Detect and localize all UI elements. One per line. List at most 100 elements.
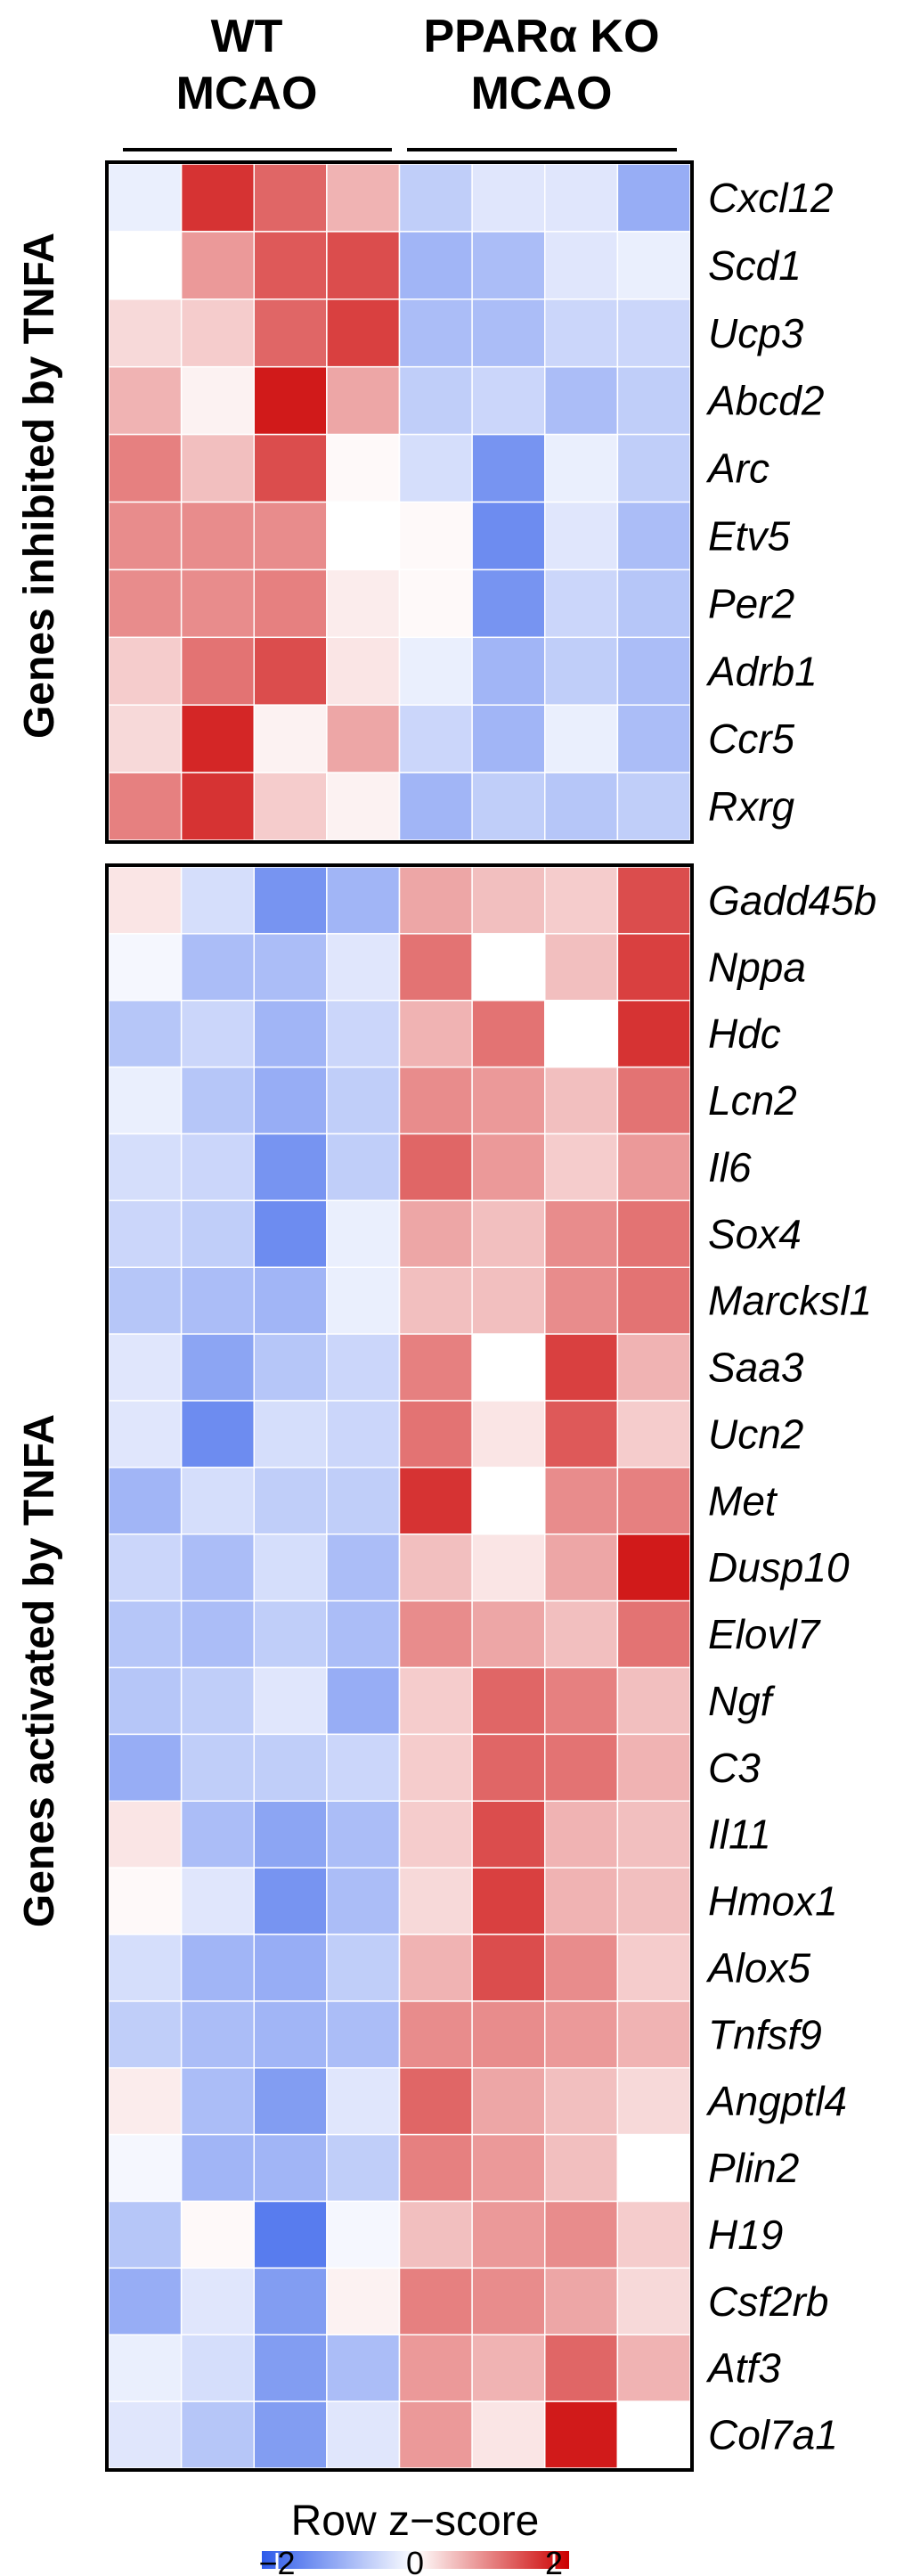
- heatmap-cell-Saa3-2: [180, 1333, 256, 1402]
- heatmap-cell-Arc-2: [180, 433, 256, 503]
- heatmap-cell-Ucp3-3: [253, 298, 328, 368]
- row-label-Ucp3: Ucp3: [708, 310, 804, 356]
- heatmap-cell-Arc-8: [616, 433, 691, 503]
- heatmap-cell-Hmox1-1: [108, 1867, 183, 1935]
- heatmap-cell-Adrb1-8: [616, 636, 691, 706]
- block-border-activated: [105, 863, 694, 2472]
- heatmap-cell-Adrb1-3: [253, 636, 328, 706]
- heatmap-cell-Plin2-7: [544, 2133, 619, 2203]
- heatmap-cell-C3-6: [471, 1733, 546, 1803]
- heatmap-cell-Dusp10-6: [471, 1533, 546, 1602]
- heatmap-cell-Saa3-6: [471, 1333, 546, 1402]
- heatmap-cell-H19-6: [471, 2200, 546, 2269]
- legend-tick-label-min: −2: [258, 2545, 295, 2576]
- heatmap-cell-Alox5-4: [326, 1934, 401, 2002]
- heatmap-cell-Ccr5-5: [398, 704, 473, 773]
- heatmap-cell-Ngf-2: [180, 1666, 256, 1736]
- heatmap-cell-Tnfsf9-3: [253, 2000, 328, 2069]
- row-label-Scd1: Scd1: [708, 242, 802, 289]
- heatmap-cell-Il11-3: [253, 1800, 328, 1869]
- heatmap-cell-Dusp10-8: [616, 1533, 691, 1602]
- heatmap-cell-C3-8: [616, 1733, 691, 1803]
- row-label-C3: C3: [708, 1745, 761, 1791]
- heatmap-cell-Lcn2-1: [108, 1066, 183, 1135]
- heatmap-cell-Rxrg-5: [398, 772, 473, 841]
- heatmap-cell-Adrb1-7: [544, 636, 619, 706]
- heatmap-cell-Il6-3: [253, 1133, 328, 1202]
- legend-title: Row z−score: [291, 2498, 540, 2545]
- heatmap-cell-Nppa-8: [616, 933, 691, 1002]
- heatmap-cell-Ngf-5: [398, 1666, 473, 1736]
- heatmap-cell-C3-3: [253, 1733, 328, 1803]
- heatmap-cell-Ucn2-1: [108, 1400, 183, 1468]
- heatmap-cell-Tnfsf9-7: [544, 2000, 619, 2069]
- heatmap-cell-Cxcl12-2: [180, 163, 256, 233]
- heatmap-cell-Elovl7-3: [253, 1599, 328, 1669]
- heatmap-cell-Ccr5-1: [108, 704, 183, 773]
- heatmap-cell-Cxcl12-6: [471, 163, 546, 233]
- row-label-Per2: Per2: [708, 580, 794, 626]
- heatmap-cell-Alox5-6: [471, 1934, 546, 2002]
- heatmap-cell-Dusp10-2: [180, 1533, 256, 1602]
- heatmap-cell-Scd1-1: [108, 231, 183, 300]
- heatmap-cell-Csf2rb-2: [180, 2267, 256, 2336]
- row-label-Plin2: Plin2: [708, 2145, 799, 2191]
- heatmap-cell-Etv5-7: [544, 501, 619, 571]
- heatmap-cell-Ucp3-5: [398, 298, 473, 368]
- heatmap-cell-Rxrg-8: [616, 772, 691, 841]
- heatmap-cell-Lcn2-2: [180, 1066, 256, 1135]
- heatmap-cell-Cxcl12-4: [326, 163, 401, 233]
- heatmap-cell-H19-7: [544, 2200, 619, 2269]
- heatmap-cell-Tnfsf9-8: [616, 2000, 691, 2069]
- heatmap-cell-Plin2-5: [398, 2133, 473, 2203]
- heatmap-cell-Ucp3-8: [616, 298, 691, 368]
- heatmap-cell-Ucp3-7: [544, 298, 619, 368]
- row-labels: Cxcl12 Scd1 Ucp3 Abcd2 Arc Etv5 Per2 Adrb1 Ccr5 R…: [705, 175, 876, 2458]
- row-label-Ngf: Ngf: [708, 1678, 776, 1724]
- row-label-Angptl4: Angptl4: [705, 2078, 847, 2124]
- heatmap-cell-Abcd2-5: [398, 365, 473, 436]
- heatmap-cell-Arc-6: [471, 433, 546, 503]
- heatmap-cell-Sox4-3: [253, 1199, 328, 1269]
- heatmap-cell-Met-5: [398, 1467, 473, 1535]
- heatmap-cell-Rxrg-7: [544, 772, 619, 841]
- heatmap-cell-Csf2rb-1: [108, 2267, 183, 2336]
- heatmap-cell-Ccr5-6: [471, 704, 546, 773]
- heatmap-cell-Gadd45b-5: [398, 866, 473, 935]
- heatmap-cell-Alox5-5: [398, 1934, 473, 2002]
- heatmap-cell-Rxrg-6: [471, 772, 546, 841]
- heatmap-cell-Hmox1-7: [544, 1867, 619, 1935]
- row-label-Cxcl12: Cxcl12: [708, 175, 834, 221]
- heatmap-cell-Per2-4: [326, 568, 401, 639]
- heatmap-cell-Elovl7-8: [616, 1599, 691, 1669]
- heatmap-cell-Per2-3: [253, 568, 328, 639]
- heatmap-cell-Atf3-1: [108, 2334, 183, 2402]
- heatmap-cell-Col7a1-1: [108, 2400, 183, 2469]
- heatmap-cell-H19-5: [398, 2200, 473, 2269]
- heatmap-cells: [108, 163, 691, 2469]
- heatmap-cell-Abcd2-3: [253, 365, 328, 436]
- heatmap-cell-Sox4-5: [398, 1199, 473, 1269]
- heatmap-cell-Met-2: [180, 1467, 256, 1535]
- heatmap-cell-Marcksl1-5: [398, 1266, 473, 1335]
- row-label-Il6: Il6: [708, 1144, 752, 1190]
- heatmap-cell-Hmox1-2: [180, 1867, 256, 1935]
- row-label-Elovl7: Elovl7: [708, 1611, 821, 1657]
- heatmap-cell-Angptl4-5: [398, 2067, 473, 2136]
- heatmap-cell-Alox5-8: [616, 1934, 691, 2002]
- heatmap-cell-Sox4-7: [544, 1199, 619, 1269]
- heatmap-cell-Ccr5-7: [544, 704, 619, 773]
- heatmap-cell-Nppa-6: [471, 933, 546, 1002]
- ko-header-line1: PPARα KO: [423, 11, 659, 62]
- heatmap-cell-Adrb1-4: [326, 636, 401, 706]
- heatmap-cell-Ccr5-2: [180, 704, 256, 773]
- heatmap-cell-Plin2-1: [108, 2133, 183, 2203]
- heatmap-cell-Gadd45b-2: [180, 866, 256, 935]
- legend-tick-label-max: 2: [545, 2545, 563, 2576]
- heatmap-cell-Dusp10-3: [253, 1533, 328, 1602]
- heatmap-cell-Etv5-6: [471, 501, 546, 571]
- wt-header-line1: WT: [211, 11, 283, 62]
- heatmap-cell-Atf3-5: [398, 2334, 473, 2402]
- heatmap-cell-Adrb1-1: [108, 636, 183, 706]
- heatmap-cell-Saa3-1: [108, 1333, 183, 1402]
